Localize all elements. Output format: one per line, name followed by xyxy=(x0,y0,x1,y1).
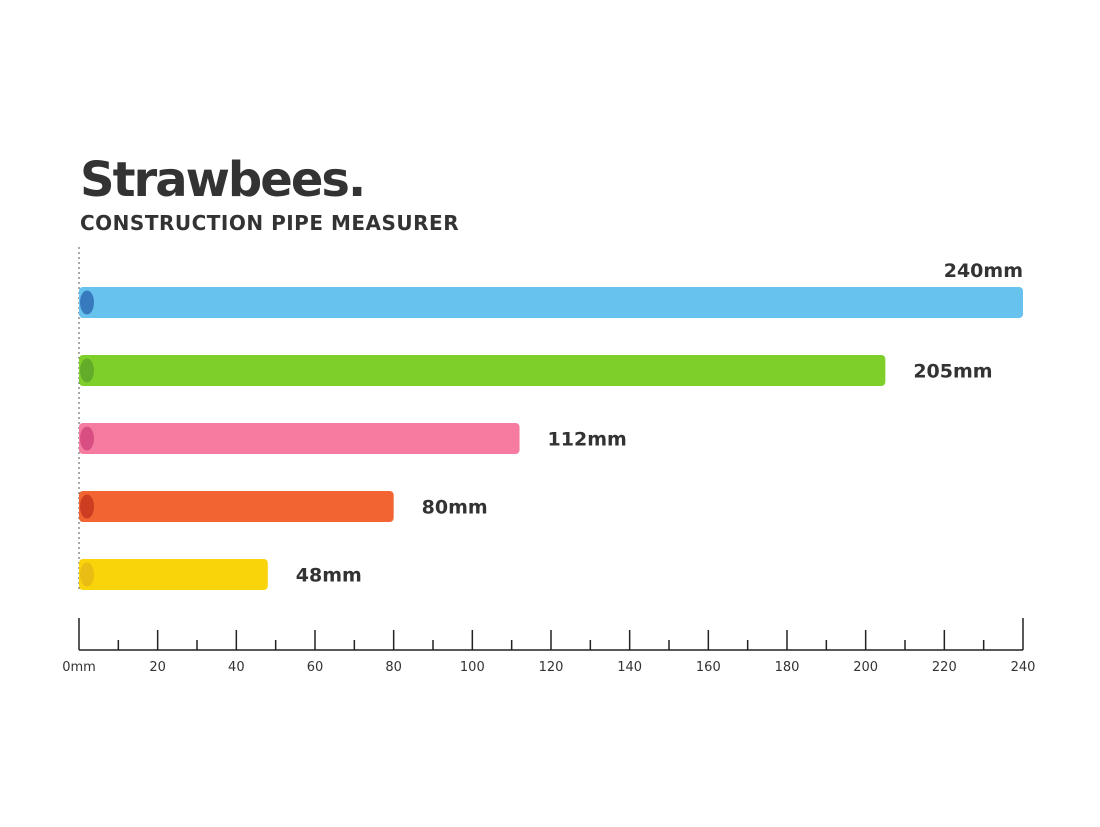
x-tick-label: 60 xyxy=(307,660,324,675)
x-tick-label: 40 xyxy=(228,660,245,675)
x-tick-label: 20 xyxy=(149,660,166,675)
pipe-bar xyxy=(79,423,520,454)
bar-value-label: 80mm xyxy=(422,497,488,519)
pipe-end-cap xyxy=(80,426,94,451)
pipe-bar xyxy=(79,491,394,522)
bars-group: 240mm 205mm 112mm 80mm 48mm xyxy=(79,260,1023,590)
bar-value-label: 205mm xyxy=(913,361,992,383)
pipe-bar xyxy=(79,355,886,386)
x-tick-label: 80 xyxy=(385,660,402,675)
x-tick-label: 240 xyxy=(1011,660,1036,675)
x-tick-label: 220 xyxy=(932,660,957,675)
pipe-bar xyxy=(79,287,1023,318)
brand-logo: Strawbees. xyxy=(80,152,366,208)
pipe-end-cap xyxy=(80,290,94,315)
pipe-end-cap xyxy=(80,358,94,383)
pipe-end-cap xyxy=(80,494,94,519)
pipe-end-cap xyxy=(80,562,94,587)
x-axis: 0mm 20 40 60 80 100 120 140 160 180 200 220 240 xyxy=(62,618,1035,675)
x-tick-label: 120 xyxy=(539,660,564,675)
x-tick-label: 180 xyxy=(775,660,800,675)
x-tick-label: 100 xyxy=(460,660,485,675)
x-tick-label: 140 xyxy=(617,660,642,675)
chart-subtitle: CONSTRUCTION PIPE MEASURER xyxy=(80,211,460,235)
bar-value-label: 240mm xyxy=(944,260,1023,282)
x-tick-label: 0mm xyxy=(62,660,96,675)
x-tick-label: 200 xyxy=(853,660,878,675)
bar-value-label: 48mm xyxy=(296,565,362,587)
pipe-bar xyxy=(79,559,268,590)
x-tick-label: 160 xyxy=(696,660,721,675)
bar-value-label: 112mm xyxy=(548,429,627,451)
